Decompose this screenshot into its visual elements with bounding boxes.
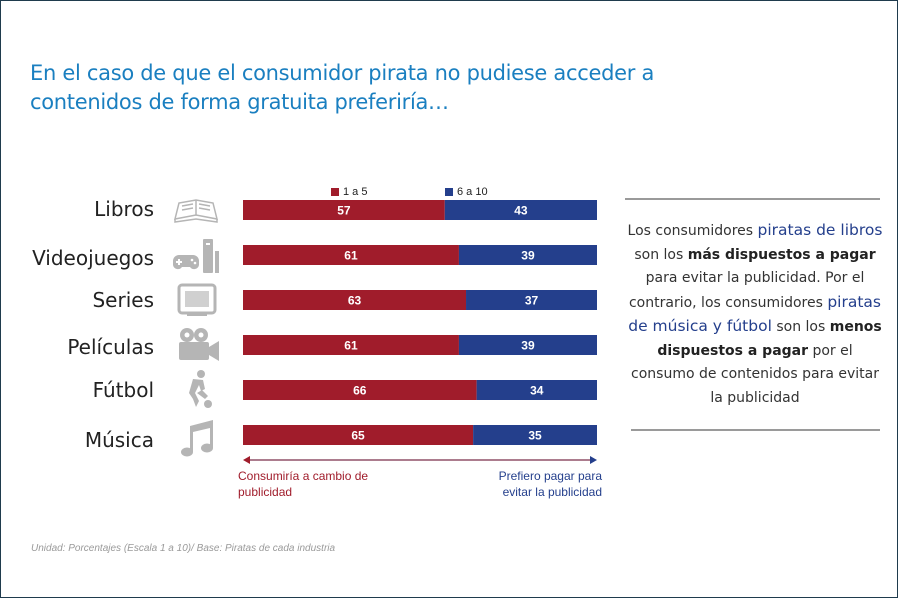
bar-segment-red: [243, 290, 467, 310]
bar-segment-red: [243, 425, 474, 445]
data-label: 37: [525, 294, 539, 308]
category-label: Música: [84, 428, 154, 452]
axis-right-line-2: evitar la publicidad: [502, 485, 602, 499]
legend-item-2: 6 a 10: [445, 186, 488, 198]
footnote: Unidad: Porcentajes (Escala 1 a 10)/ Bas…: [31, 543, 336, 554]
side-note-text: son los: [634, 246, 688, 263]
bar-segment-blue: [444, 200, 597, 220]
movie-camera-icon: [179, 328, 219, 361]
bar-segment-blue: [473, 425, 597, 445]
category-label: Películas: [67, 335, 154, 359]
legend-label-2: 6 a 10: [457, 186, 488, 198]
side-note-bold: menos dispuestos a pagar: [657, 319, 882, 359]
side-note: Los consumidores piratas de libros son l…: [625, 219, 885, 410]
axis-left-line-1: Consumiría a cambio de: [238, 469, 369, 483]
category-label: Videojuegos: [32, 246, 154, 270]
legend-swatch-red: [331, 188, 339, 196]
data-label: 34: [530, 384, 544, 398]
bar-segment-blue: [458, 245, 597, 265]
bar-segment-blue: [458, 335, 597, 355]
bar-segment-red: [243, 245, 459, 265]
axis-right-line-1: Prefiero pagar para: [498, 469, 602, 483]
side-note-bold: más dispuestos a pagar: [687, 246, 876, 263]
data-label: 35: [528, 429, 542, 443]
side-note-text: para evitar la publicidad. Por el contra…: [628, 270, 865, 311]
game-console-icon: [173, 239, 219, 273]
music-note-icon: [181, 420, 213, 457]
side-note-text: Los consumidores: [627, 223, 758, 239]
data-label: 39: [521, 339, 535, 353]
axis-right-label: Prefiero pagar para evitar la publicidad: [461, 468, 602, 500]
bar-segment-red: [243, 335, 459, 355]
title-line-1: En el caso de que el consumidor pirata n…: [30, 61, 655, 85]
data-label: 61: [344, 249, 358, 263]
axis-left-label: Consumiría a cambio de publicidad: [238, 468, 388, 500]
data-label: 66: [353, 384, 367, 398]
data-label: 39: [521, 249, 535, 263]
bar-segment-red: [243, 380, 477, 400]
data-label: 65: [351, 429, 365, 443]
side-note-text: son los: [771, 319, 830, 335]
tv-icon: [177, 283, 217, 316]
side-note-highlight: piratas de música y fútbol: [628, 292, 882, 336]
page-title: En el caso de que el consumidor pirata n…: [30, 59, 655, 117]
book-icon: [173, 199, 219, 223]
data-label: 63: [348, 294, 362, 308]
divider: [625, 198, 880, 200]
side-note-text: por el consumo de contenidos para evitar…: [631, 342, 879, 406]
bar-segment-blue: [476, 380, 597, 400]
category-label: Series: [92, 288, 154, 312]
data-label: 43: [514, 204, 528, 218]
divider: [631, 429, 880, 431]
arrow-right-head: [590, 456, 597, 464]
category-label: Fútbol: [92, 378, 154, 402]
title-line-2: contenidos de forma gratuita preferiría…: [30, 90, 449, 114]
legend-item-1: 1 a 5: [331, 186, 367, 198]
data-label: 61: [344, 339, 358, 353]
axis-left-line-2: publicidad: [238, 485, 293, 499]
legend-swatch-blue: [445, 188, 453, 196]
side-note-highlight: piratas de libros: [757, 221, 883, 239]
football-player-icon: [189, 370, 212, 408]
legend-label-1: 1 a 5: [343, 186, 368, 198]
data-label: 57: [337, 204, 351, 218]
arrow-left-head: [243, 456, 250, 464]
bar-segment-red: [243, 200, 445, 220]
category-label: Libros: [94, 197, 154, 221]
bar-segment-blue: [466, 290, 597, 310]
